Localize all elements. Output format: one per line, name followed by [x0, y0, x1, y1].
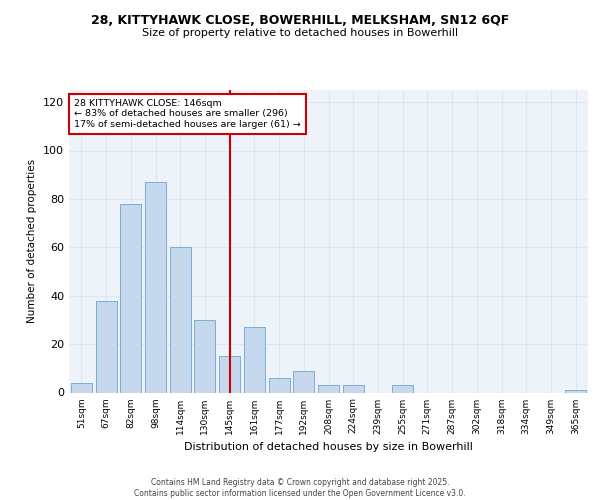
Bar — [269, 378, 290, 392]
Bar — [343, 385, 364, 392]
Y-axis label: Number of detached properties: Number of detached properties — [28, 159, 37, 324]
Bar — [71, 383, 92, 392]
Bar — [145, 182, 166, 392]
X-axis label: Distribution of detached houses by size in Bowerhill: Distribution of detached houses by size … — [184, 442, 473, 452]
Text: 28 KITTYHAWK CLOSE: 146sqm
← 83% of detached houses are smaller (296)
17% of sem: 28 KITTYHAWK CLOSE: 146sqm ← 83% of deta… — [74, 99, 301, 129]
Bar — [318, 385, 339, 392]
Bar — [293, 370, 314, 392]
Bar — [95, 300, 116, 392]
Bar — [244, 327, 265, 392]
Bar — [170, 248, 191, 392]
Bar — [219, 356, 240, 393]
Bar — [565, 390, 586, 392]
Bar — [392, 385, 413, 392]
Text: 28, KITTYHAWK CLOSE, BOWERHILL, MELKSHAM, SN12 6QF: 28, KITTYHAWK CLOSE, BOWERHILL, MELKSHAM… — [91, 14, 509, 27]
Text: Contains HM Land Registry data © Crown copyright and database right 2025.
Contai: Contains HM Land Registry data © Crown c… — [134, 478, 466, 498]
Text: Size of property relative to detached houses in Bowerhill: Size of property relative to detached ho… — [142, 28, 458, 38]
Bar — [120, 204, 141, 392]
Bar — [194, 320, 215, 392]
